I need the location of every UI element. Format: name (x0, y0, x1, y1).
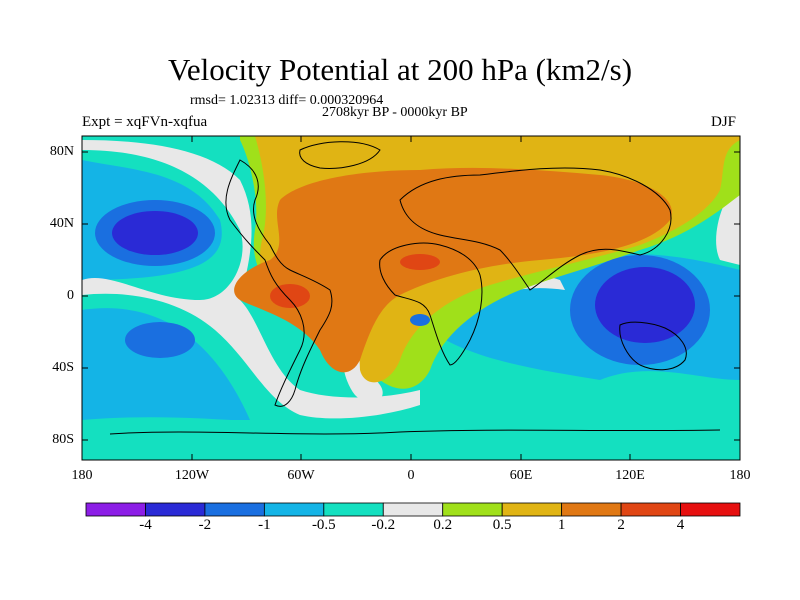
lon-label-60e: 60E (509, 468, 533, 483)
period-subtitle: 2708kyr BP - 0000kyr BP (322, 105, 468, 120)
colorbar-label: -1 (258, 517, 271, 533)
colorbar-swatch (501, 502, 563, 517)
lat-label-40s: 40S (52, 360, 74, 375)
colorbar-label: -2 (198, 517, 212, 533)
colorbar-swatch (145, 502, 206, 517)
colorbar (85, 502, 741, 517)
colorbar-swatch (263, 502, 325, 517)
season-label: DJF (711, 114, 737, 130)
colorbar-label: 2 (617, 517, 625, 533)
lat-label-40n: 40N (49, 216, 74, 231)
colorbar-swatch (204, 502, 265, 517)
map-title: Velocity Potential at 200 hPa (km2/s) (167, 52, 633, 87)
colorbar-label: -4 (139, 517, 152, 533)
stats-subtitle: rmsd= 1.02313 diff= 0.000320964 (190, 93, 384, 108)
colorbar-label: -0.2 (371, 517, 396, 533)
colorbar-swatch (382, 502, 444, 517)
colorbar-label: 0.2 (433, 517, 453, 533)
lon-label-120e: 120E (615, 468, 645, 483)
colorbar-swatch (323, 502, 384, 517)
colorbar-label: -0.5 (311, 517, 336, 533)
coastlines (109, 141, 721, 435)
lon-label-180e: 180 (729, 468, 751, 483)
colorbar-swatch (442, 502, 503, 517)
lon-label-60w: 60W (287, 468, 315, 483)
lat-label-80n: 80N (49, 144, 74, 159)
experiment-label: Expt = xqFVn-xqfua (82, 114, 208, 130)
colorbar-label: 4 (676, 517, 685, 533)
axis-ticks (82, 136, 740, 460)
colorbar-label: 1 (557, 517, 566, 533)
colorbar-swatch (561, 502, 622, 517)
lat-label-80s: 80S (52, 432, 74, 447)
lat-label-0: 0 (67, 288, 74, 303)
lon-label-120w: 120W (174, 468, 210, 483)
colorbar-label: 0.5 (492, 517, 512, 533)
lon-label-0: 0 (407, 468, 415, 483)
contour-field (82, 136, 740, 460)
colorbar-swatch (620, 502, 681, 517)
colorbar-swatch (680, 502, 741, 517)
colorbar-swatch (85, 502, 146, 517)
lon-label-180w: 180 (71, 468, 93, 483)
